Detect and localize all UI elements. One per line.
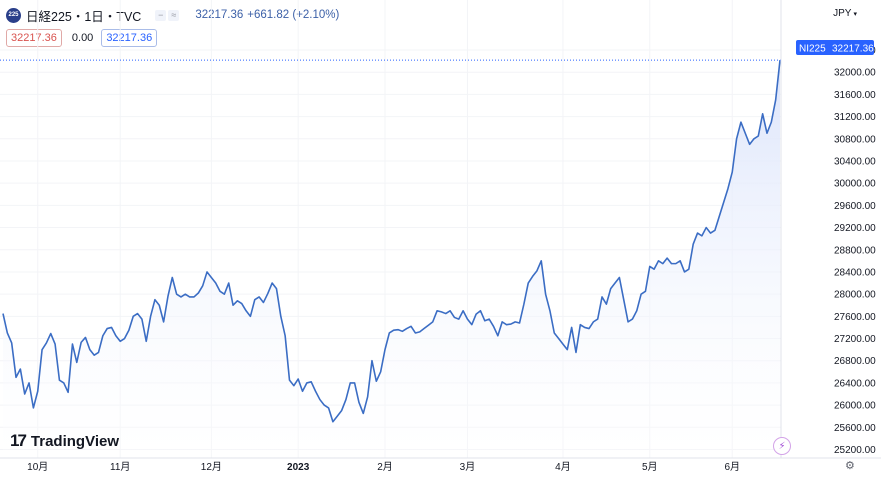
quote-readout: 32217.36 +661.82 (+2.10%) <box>195 9 339 21</box>
buy-button[interactable]: 32217.36 <box>101 29 158 47</box>
tradingview-icon: 17 <box>10 431 27 450</box>
y-tick-label: 26000.00 <box>834 401 876 412</box>
waves-icon[interactable]: ≈ <box>168 9 180 21</box>
x-tick-label: 11月 <box>110 461 130 473</box>
y-tick-label: 28800.00 <box>834 245 876 256</box>
minus-icon[interactable]: − <box>155 9 167 21</box>
symbol-title[interactable]: 日経225・1日・TVC <box>26 9 142 24</box>
x-tick-label: 3月 <box>460 461 476 473</box>
y-tick-label: 30000.00 <box>834 179 876 190</box>
chevron-down-icon: ▾ <box>853 11 857 18</box>
y-tick-label: 25600.00 <box>834 423 876 434</box>
symbol-legend[interactable]: 225 日経225・1日・TVC − ≈ 32217.36 +661.82 (+2… <box>6 6 339 24</box>
sell-button[interactable]: 32217.36 <box>6 29 62 47</box>
y-tick-label: 30800.00 <box>834 134 876 145</box>
y-tick-label: 27600.00 <box>834 312 876 323</box>
last-price-label-bg <box>796 40 874 55</box>
symbol-logo-icon: 225 <box>6 7 21 23</box>
gear-icon[interactable]: ⚙ <box>845 460 855 472</box>
price-line[interactable] <box>2 60 781 423</box>
last-price-label: NI225 32217.36 <box>796 40 874 55</box>
x-tick-label: 12月 <box>201 461 222 473</box>
y-tick-label: 30400.00 <box>834 156 876 167</box>
y-tick-label: 28000.00 <box>834 290 876 301</box>
x-tick-label: 10月 <box>27 461 48 473</box>
price-area-fill <box>3 60 780 458</box>
y-tick-label: 28400.00 <box>834 267 876 278</box>
currency-selector[interactable]: JPY ▾ <box>833 8 857 19</box>
y-tick-label: 26800.00 <box>834 356 876 367</box>
y-tick-label: 25200.00 <box>834 445 876 456</box>
last-price: 32217.36 <box>195 9 244 21</box>
x-tick-label: 5月 <box>642 461 658 473</box>
y-tick-label: 29600.00 <box>834 201 876 212</box>
x-tick-label: 4月 <box>555 461 571 473</box>
currency-label[interactable]: JPY <box>833 8 852 19</box>
tradingview-logo[interactable]: 17 TradingView <box>10 431 119 451</box>
x-tick-label: 2023 <box>287 462 310 473</box>
y-tick-label: 27200.00 <box>834 334 876 345</box>
y-tick-label: 26400.00 <box>834 378 876 389</box>
price-label-value: 32217.36 <box>832 44 874 55</box>
x-tick-label: 6月 <box>724 461 740 473</box>
price-change: +661.82 (+2.10%) <box>247 9 340 21</box>
price-label-ticker: NI225 <box>799 44 826 55</box>
y-tick-label: 31200.00 <box>834 112 876 123</box>
x-tick-label: 2月 <box>377 461 393 473</box>
y-tick-label: 31600.00 <box>834 90 876 101</box>
y-tick-label: 32000.00 <box>834 68 876 79</box>
time-axis[interactable]: 10月 11月 12月 2023 2月 3月 4月 5月 6月 <box>27 461 740 473</box>
price-axis[interactable]: 25200.00 25600.00 26000.00 26400.00 26800.00… <box>834 46 876 457</box>
spread-value: 0.00 <box>71 32 94 44</box>
legend-controls[interactable]: − ≈ <box>155 9 180 21</box>
brand-name: TradingView <box>30 432 120 450</box>
trade-chips: 32217.36 0.00 32217.36 <box>6 29 158 47</box>
y-tick-label: 29200.00 <box>834 223 876 234</box>
lightning-icon[interactable]: ⚡ <box>773 437 791 455</box>
